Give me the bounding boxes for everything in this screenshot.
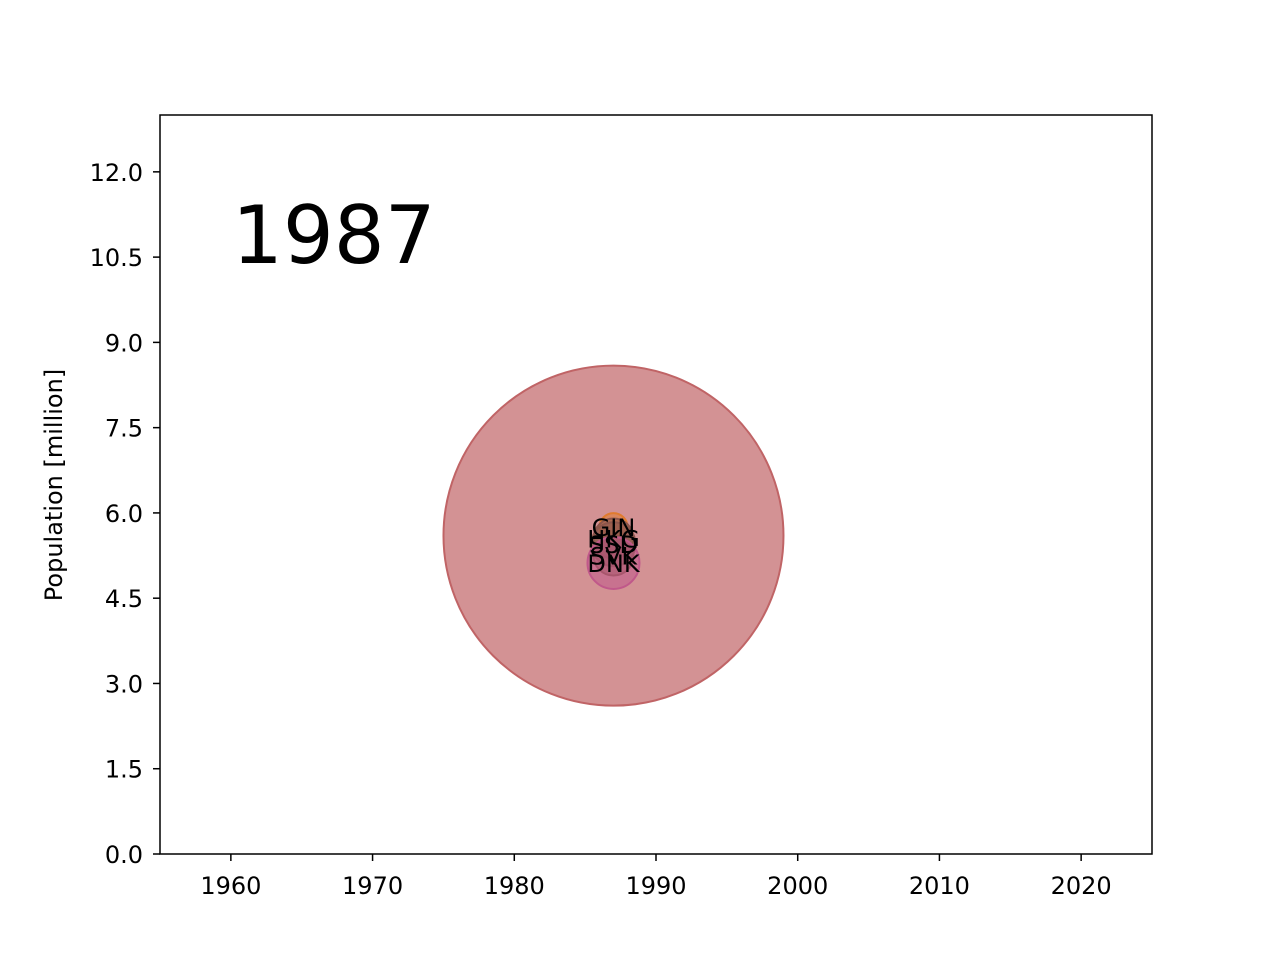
x-tick-label: 1970 <box>342 872 403 900</box>
y-tick-label: 4.5 <box>105 585 143 613</box>
x-tick-label: 2010 <box>909 872 970 900</box>
point-label-ssd: SSD <box>589 531 638 559</box>
y-tick-label: 12.0 <box>90 159 143 187</box>
point-label-gin: GIN <box>592 514 636 542</box>
bubble-dnk <box>586 535 641 590</box>
x-tick-label: 2000 <box>767 872 828 900</box>
point-label-dnk: DNK <box>587 550 640 578</box>
point-label-hkg: HKG <box>587 526 639 554</box>
y-tick-label: 10.5 <box>90 244 143 272</box>
point-label-svk: SVK <box>590 543 639 571</box>
x-tick-label: 2020 <box>1051 872 1112 900</box>
y-tick-label: 3.0 <box>105 670 143 698</box>
x-tick-label: 1960 <box>200 872 261 900</box>
data-marks <box>442 364 785 707</box>
y-tick-label: 1.5 <box>105 756 143 784</box>
y-tick-label: 0.0 <box>105 841 143 869</box>
y-axis: 0.0 1.5 3.0 4.5 6.0 7.5 9.0 10.5 12.0 <box>90 159 160 869</box>
x-tick-label: 1980 <box>484 872 545 900</box>
x-tick-label: 1990 <box>625 872 686 900</box>
y-tick-label: 9.0 <box>105 329 143 357</box>
y-tick-label: 6.0 <box>105 500 143 528</box>
y-tick-label: 7.5 <box>105 415 143 443</box>
x-axis: 1960 1970 1980 1990 2000 2010 2020 <box>200 854 1112 900</box>
y-axis-label: Population [million] <box>40 369 68 601</box>
year-annotation: 1987 <box>232 189 436 282</box>
